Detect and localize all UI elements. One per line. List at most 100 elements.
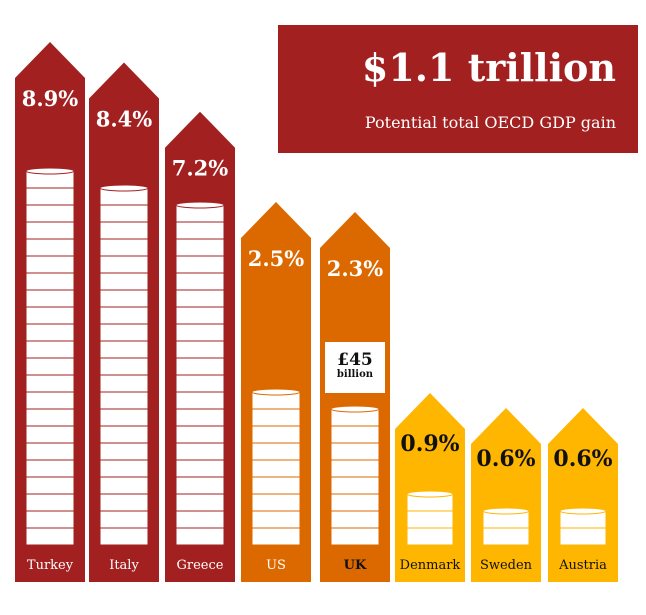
uk-callout: £45 billion <box>325 342 385 393</box>
coin <box>175 527 225 546</box>
coin <box>175 510 225 529</box>
category-label: Denmark <box>400 558 461 573</box>
coin <box>175 323 225 342</box>
coin <box>25 323 75 342</box>
coin <box>251 408 301 427</box>
category-label: Italy <box>109 558 139 573</box>
coin <box>251 476 301 495</box>
coin <box>25 493 75 512</box>
bar-austria <box>548 408 618 582</box>
coin <box>251 510 301 529</box>
category-label: US <box>266 558 286 573</box>
coin <box>175 289 225 308</box>
coin <box>25 221 75 240</box>
title-box: $1.1 trillion Potential total OECD GDP g… <box>278 25 638 153</box>
coin <box>175 459 225 478</box>
coin <box>175 340 225 359</box>
coin <box>25 255 75 274</box>
coin <box>99 272 149 291</box>
coin-top <box>559 507 607 515</box>
coin <box>175 425 225 444</box>
uk-callout-unit: billion <box>336 369 374 380</box>
coin <box>99 493 149 512</box>
headline: $1.1 trillion <box>361 45 616 90</box>
coin <box>175 272 225 291</box>
coin <box>330 442 380 461</box>
value-label: 8.4% <box>96 107 153 132</box>
uk-callout-amount: £45 <box>337 350 373 370</box>
coin <box>175 374 225 393</box>
coin <box>25 357 75 376</box>
coin <box>25 306 75 325</box>
coin <box>251 527 301 546</box>
value-label: 7.2% <box>172 156 229 181</box>
coin <box>251 425 301 444</box>
coin <box>175 221 225 240</box>
coin <box>330 510 380 529</box>
coin <box>25 374 75 393</box>
coin <box>25 272 75 291</box>
coin <box>99 306 149 325</box>
coin <box>25 527 75 546</box>
coin-top <box>25 167 75 175</box>
coin <box>25 187 75 206</box>
coin <box>330 493 380 512</box>
coin <box>175 255 225 274</box>
value-label: 0.6% <box>553 446 612 472</box>
coin <box>406 527 454 546</box>
coin <box>99 255 149 274</box>
coin <box>99 425 149 444</box>
coin <box>251 493 301 512</box>
coin <box>330 459 380 478</box>
category-label: Sweden <box>480 558 533 573</box>
subtitle: Potential total OECD GDP gain <box>364 113 616 132</box>
bar-sweden <box>471 408 541 582</box>
value-label: 0.6% <box>476 446 535 472</box>
coin-top <box>99 184 149 192</box>
coin-top <box>406 490 454 498</box>
coin <box>25 391 75 410</box>
coin <box>330 425 380 444</box>
bar-denmark <box>395 393 465 582</box>
coin <box>25 238 75 257</box>
coin <box>175 306 225 325</box>
coin <box>99 340 149 359</box>
coin <box>99 442 149 461</box>
value-label: 2.5% <box>248 246 305 271</box>
coin <box>175 476 225 495</box>
coin <box>99 323 149 342</box>
coin <box>99 204 149 223</box>
coin <box>99 289 149 308</box>
coin <box>25 289 75 308</box>
coin <box>99 527 149 546</box>
coin <box>330 527 380 546</box>
category-label: Greece <box>177 558 224 573</box>
coin <box>99 357 149 376</box>
coin-top <box>482 507 530 515</box>
coin <box>25 459 75 478</box>
category-label: UK <box>344 558 367 573</box>
value-label: 8.9% <box>22 86 79 111</box>
coin <box>99 408 149 427</box>
category-label: Turkey <box>27 558 74 573</box>
coin <box>99 476 149 495</box>
coin <box>330 476 380 495</box>
coin-top <box>330 405 380 413</box>
coin <box>175 408 225 427</box>
coin <box>25 442 75 461</box>
coin <box>25 510 75 529</box>
coin <box>175 391 225 410</box>
coin <box>25 340 75 359</box>
coin <box>99 238 149 257</box>
coin <box>175 493 225 512</box>
coin <box>99 510 149 529</box>
coin <box>175 357 225 376</box>
coin <box>99 374 149 393</box>
value-label: 2.3% <box>327 256 384 281</box>
coin <box>25 204 75 223</box>
coin <box>25 476 75 495</box>
value-label: 0.9% <box>400 431 459 457</box>
category-label: Austria <box>558 558 607 573</box>
